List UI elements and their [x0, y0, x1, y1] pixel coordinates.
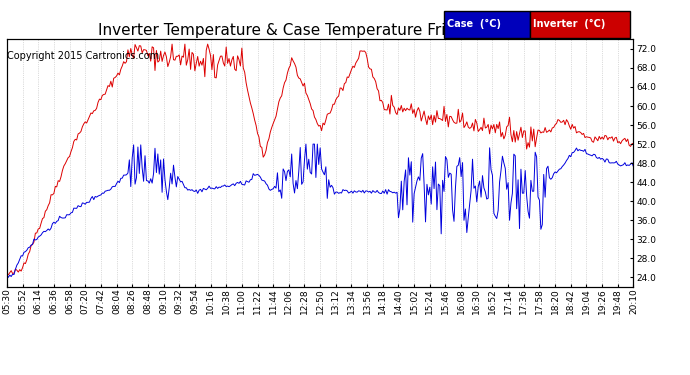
- Text: Copyright 2015 Cartronics.com: Copyright 2015 Cartronics.com: [7, 51, 159, 61]
- Text: Case  (°C): Case (°C): [447, 20, 501, 29]
- Title: Inverter Temperature & Case Temperature Fri Jul 10 20:25: Inverter Temperature & Case Temperature …: [99, 23, 542, 38]
- Text: Inverter  (°C): Inverter (°C): [533, 20, 606, 29]
